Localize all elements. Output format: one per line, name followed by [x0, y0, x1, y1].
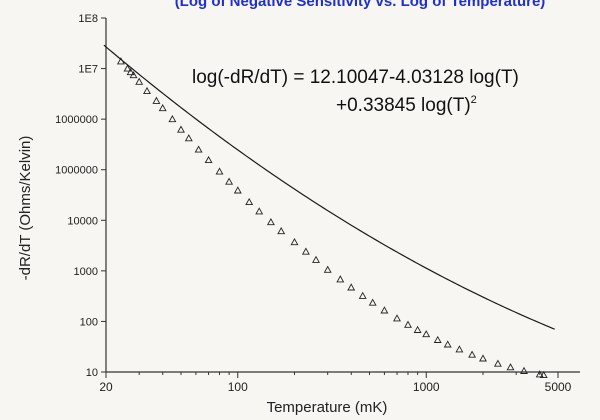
data-point [215, 167, 224, 175]
data-points [116, 57, 548, 379]
y-tick-label: 1000 [74, 266, 98, 278]
data-point [301, 247, 310, 255]
x-tick-label: 100 [228, 380, 248, 394]
y-tick-label: 10 [86, 367, 98, 379]
data-point [535, 370, 544, 378]
x-tick-label: 5000 [545, 380, 572, 394]
data-point [184, 134, 193, 142]
data-point [266, 217, 275, 226]
data-point [225, 177, 234, 185]
chart-title: (Log of Negative Sensitivity vs. Log of … [175, 0, 546, 10]
data-point [443, 340, 452, 348]
y-tick-label: 10000 [67, 215, 98, 227]
data-point [152, 96, 161, 104]
data-point [245, 197, 254, 206]
data-point [336, 275, 345, 283]
data-point [479, 354, 487, 362]
x-tick-label: 20 [99, 380, 113, 394]
equation-line-2: +0.33845 log(T)2 [336, 94, 477, 116]
data-point [123, 64, 132, 72]
data-point [368, 298, 377, 306]
data-point [323, 265, 332, 273]
data-point [158, 103, 167, 112]
equation-line-1: log(-dR/dT) = 12.10047-4.03128 log(T) [192, 67, 519, 88]
data-point [277, 226, 286, 235]
y-ticks: 10 100 1000 10000 1000000 1000000 1E7 1E8 [55, 13, 106, 379]
data-point [126, 67, 135, 76]
data-point [413, 325, 422, 333]
y-tick-label: 1E7 [78, 64, 98, 76]
data-point [143, 86, 151, 95]
data-point [168, 114, 177, 123]
data-point [380, 306, 389, 314]
equation-line-2-text: +0.33845 log(T) [336, 95, 471, 116]
data-point [116, 57, 125, 65]
data-point [129, 71, 138, 79]
y-tick-label: 1000000 [55, 165, 98, 177]
data-point [204, 155, 213, 164]
data-point [393, 314, 401, 322]
data-point [194, 145, 203, 153]
y-tick-label: 100 [80, 316, 98, 328]
x-ticks: 20 100 1000 5000 [99, 372, 572, 394]
axes [105, 18, 580, 373]
equation-exponent: 2 [471, 94, 477, 106]
data-point [520, 366, 528, 374]
data-point [347, 283, 356, 291]
data-point [358, 291, 367, 299]
data-point [404, 320, 412, 328]
data-point [506, 363, 515, 371]
data-point [468, 350, 477, 358]
y-axis-label: -dR/dT (Ohms/Kelvin) [17, 136, 34, 281]
x-tick-label: 1000 [413, 380, 440, 394]
fit-curve [103, 44, 555, 330]
data-point [455, 345, 464, 353]
data-point [539, 370, 548, 379]
y-tick-label: 1E8 [78, 13, 98, 25]
y-tick-label: 1000000 [55, 114, 98, 126]
data-point [422, 330, 431, 338]
data-point [433, 335, 442, 343]
data-point [290, 237, 299, 246]
data-point [493, 359, 502, 367]
data-point [177, 125, 185, 133]
data-point [135, 77, 144, 85]
data-point [312, 255, 320, 263]
data-point [233, 186, 242, 194]
data-point [255, 207, 264, 215]
x-axis-label: Temperature (mK) [267, 399, 388, 416]
